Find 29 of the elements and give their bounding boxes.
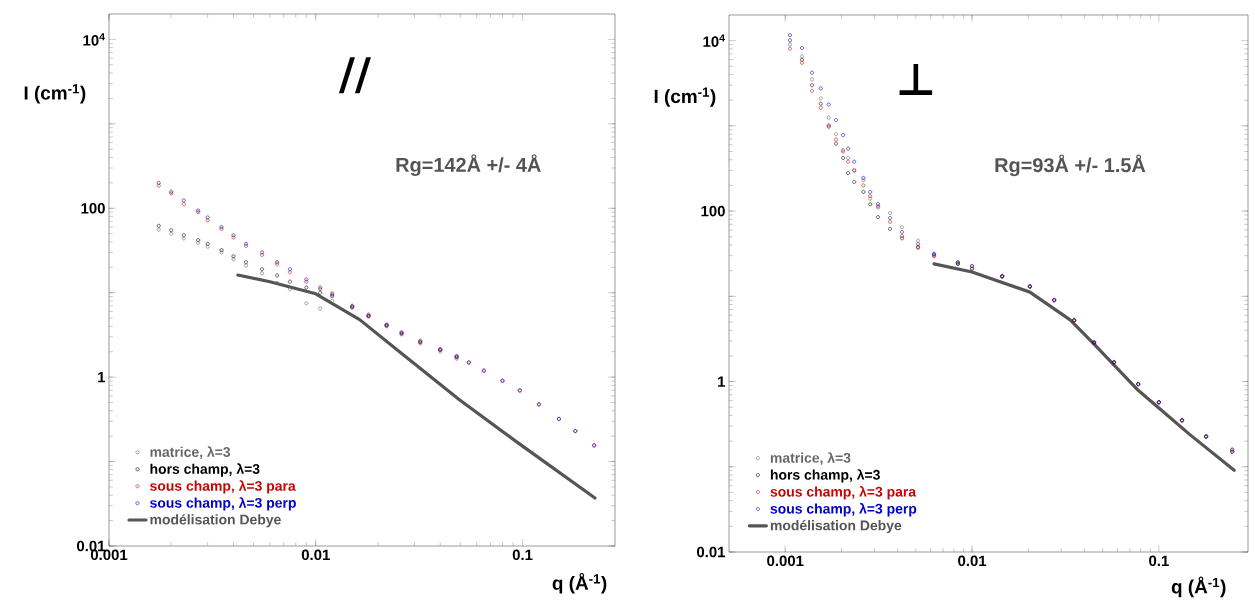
x-tick-label: 0.1 (1149, 555, 1169, 567)
x-tick-label: 0.1 (512, 549, 533, 561)
text: ⊥ (899, 63, 933, 95)
y-tick-label: 1 (718, 376, 726, 387)
legend-label: sous champ, λ=3 para (150, 480, 296, 494)
legend-label: sous champ, λ=3 para (770, 486, 917, 500)
legend-label: sous champ, λ=3 perp (770, 503, 917, 517)
y-axis-title: I (cm$^{-1}$) (24, 84, 86, 104)
annotation: Rg=142Å +/- 4Å (396, 154, 541, 176)
legend-label: hors champ, λ=3 (770, 469, 880, 483)
y-axis-title: I (cm$^{-1}$) (654, 87, 716, 107)
x-axis-title: q (Å$^{-1}$) (1171, 576, 1226, 598)
y-tick-label: 100 (701, 205, 725, 217)
legend-label: modélisation Debye (150, 514, 281, 528)
text: // (338, 57, 371, 94)
annotation: Rg=93Å +/- 1.5Å (995, 154, 1146, 177)
y-tick-label: 100 (81, 202, 105, 214)
x-tick-label: 0.01 (958, 555, 987, 567)
legend-label: modélisation Debye (770, 519, 902, 534)
legend-label: hors champ, λ=3 (150, 463, 260, 477)
legend-label: matrice, λ=3 (150, 446, 231, 459)
legend-label: sous champ, λ=3 perp (150, 497, 296, 511)
x-axis-title: q (Å$^{-1}$) (552, 572, 607, 594)
x-tick-label: 0.01 (301, 549, 330, 561)
legend-label: matrice, λ=3 (770, 452, 851, 465)
y-tick-label: 1 (98, 372, 106, 383)
y-tick-label: 10$^{4}$ (703, 34, 725, 47)
x-tick-label: 0.001 (767, 555, 804, 567)
y-tick-label: 10$^{4}$ (83, 33, 105, 46)
